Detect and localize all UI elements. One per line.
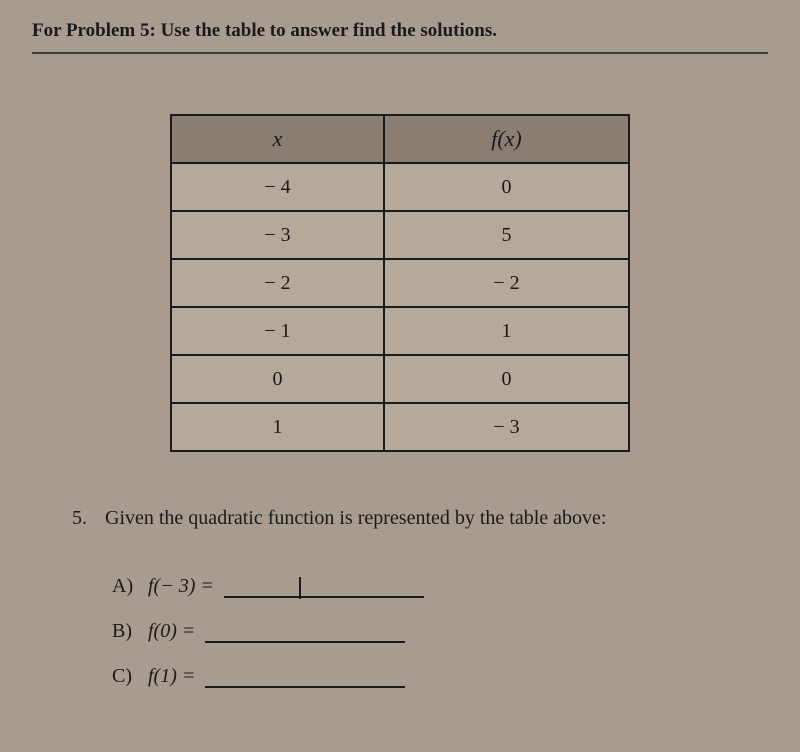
part-a-expr: f(− 3) =: [148, 575, 214, 598]
part-b-blank[interactable]: [205, 621, 405, 643]
cell-fx: 0: [384, 163, 629, 211]
part-c-label: C): [112, 665, 148, 688]
table-row: − 2 − 2: [171, 259, 629, 307]
table-row: 0 0: [171, 355, 629, 403]
table-container: x f(x) − 4 0 − 3 5 − 2 − 2 − 1 1 0: [32, 114, 768, 452]
table-row: − 1 1: [171, 307, 629, 355]
cell-x: 0: [171, 355, 384, 403]
header-x: x: [171, 115, 384, 163]
question-text-body: Given the quadratic function is represen…: [105, 507, 606, 529]
cursor-icon: [299, 577, 301, 599]
cell-x: − 2: [171, 259, 384, 307]
header-fx: f(x): [384, 115, 629, 163]
part-a-label: A): [112, 575, 148, 598]
part-c-blank[interactable]: [205, 666, 405, 688]
cell-x: − 4: [171, 163, 384, 211]
cell-fx: − 2: [384, 259, 629, 307]
cell-fx: 0: [384, 355, 629, 403]
part-a-blank[interactable]: [224, 576, 424, 598]
cell-x: 1: [171, 403, 384, 451]
part-b: B) f(0) =: [112, 620, 768, 643]
part-a: A) f(− 3) =: [112, 575, 768, 598]
problem-instruction: For Problem 5: Use the table to answer f…: [32, 20, 768, 54]
part-c-expr: f(1) =: [148, 665, 195, 688]
cell-fx: 5: [384, 211, 629, 259]
table-row: − 3 5: [171, 211, 629, 259]
table-row: − 4 0: [171, 163, 629, 211]
function-table: x f(x) − 4 0 − 3 5 − 2 − 2 − 1 1 0: [170, 114, 630, 452]
question-prompt: 5. Given the quadratic function is repre…: [72, 507, 768, 530]
cell-fx: 1: [384, 307, 629, 355]
question-number: 5.: [72, 507, 100, 530]
cell-fx: − 3: [384, 403, 629, 451]
table-row: 1 − 3: [171, 403, 629, 451]
cell-x: − 3: [171, 211, 384, 259]
part-b-label: B): [112, 620, 148, 643]
question-parts: A) f(− 3) = B) f(0) = C) f(1) =: [112, 575, 768, 688]
part-c: C) f(1) =: [112, 665, 768, 688]
table-header-row: x f(x): [171, 115, 629, 163]
part-b-expr: f(0) =: [148, 620, 195, 643]
cell-x: − 1: [171, 307, 384, 355]
